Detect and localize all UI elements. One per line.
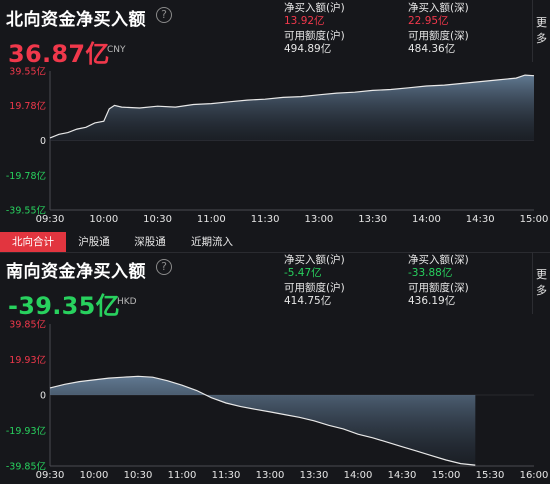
north-net-value: 36.87亿 xyxy=(8,40,110,68)
south-x-tick-label: 16:00 xyxy=(520,470,549,481)
north-sh-quota-label: 可用额度(沪) xyxy=(284,30,345,42)
south-x-tick-label: 10:30 xyxy=(124,470,153,481)
north-panel: 北向资金净买入额 ? 36.87亿 CNY 净买入额(沪) 13.92亿 净买入… xyxy=(0,0,550,232)
south-currency: HKD xyxy=(117,297,137,307)
north-series-line xyxy=(49,74,535,139)
south-y-tick-label: 39.85亿 xyxy=(9,319,46,331)
south-x-tick-label: 09:30 xyxy=(36,470,65,481)
north-sz-quota: 可用额度(深) 484.36亿 xyxy=(408,30,469,56)
south-more-button[interactable]: 更多 xyxy=(532,252,550,314)
south-sh-net: 净买入额(沪) -5.47亿 xyxy=(284,254,345,280)
tab-shanghai-connect[interactable]: 沪股通 xyxy=(78,236,110,248)
south-y-tick-label: -39.85亿 xyxy=(6,461,46,473)
north-sh-net-value: 13.92亿 xyxy=(284,15,325,27)
south-y-tick-label: -19.93亿 xyxy=(6,425,46,437)
north-x-tick-label: 13:30 xyxy=(358,214,387,225)
south-x-tick-label: 13:00 xyxy=(256,470,285,481)
north-y-tick-label: 19.78亿 xyxy=(9,100,46,112)
south-area-fill xyxy=(50,376,476,466)
south-sh-net-label: 净买入额(沪) xyxy=(284,254,345,266)
south-x-tick-label: 14:00 xyxy=(344,470,373,481)
south-series-line xyxy=(49,375,476,466)
north-sh-net: 净买入额(沪) 13.92亿 xyxy=(284,2,345,28)
north-sh-quota: 可用额度(沪) 494.89亿 xyxy=(284,30,345,56)
north-x-tick-label: 11:30 xyxy=(251,214,280,225)
south-y-tick-label: 19.93亿 xyxy=(9,354,46,366)
south-sz-net: 净买入额(深) -33.88亿 xyxy=(408,254,469,280)
question-circle-icon[interactable]: ? xyxy=(156,7,172,23)
north-y-tick-label: 0 xyxy=(40,136,46,147)
south-net-value: -39.35亿 xyxy=(8,292,120,320)
tab-north-total[interactable]: 北向合计 xyxy=(0,232,66,252)
south-sz-quota-label: 可用额度(深) xyxy=(408,282,469,294)
north-sz-net: 净买入额(深) 22.95亿 xyxy=(408,2,469,28)
south-sz-net-label: 净买入额(深) xyxy=(408,254,469,266)
north-currency: CNY xyxy=(107,45,126,55)
tab-shenzhen-connect[interactable]: 深股通 xyxy=(134,236,166,248)
north-title: 北向资金净买入额 xyxy=(6,10,146,30)
north-x-tick-label: 13:00 xyxy=(304,214,333,225)
north-area-fill xyxy=(50,75,534,141)
tab-bar: 北向合计 沪股通 深股通 近期流入 xyxy=(0,232,550,253)
north-x-tick-label: 09:30 xyxy=(36,214,65,225)
north-sh-quota-value: 494.89亿 xyxy=(284,43,332,55)
tab-recent-inflow[interactable]: 近期流入 xyxy=(191,236,233,248)
south-x-tick-label: 15:00 xyxy=(432,470,461,481)
north-more-label: 更多 xyxy=(536,16,547,45)
north-sz-net-label: 净买入额(深) xyxy=(408,2,469,14)
north-x-tick-label: 11:00 xyxy=(197,214,226,225)
south-title: 南向资金净买入额 xyxy=(6,262,146,282)
south-x-tick-label: 11:00 xyxy=(168,470,197,481)
north-x-tick-label: 15:00 xyxy=(520,214,549,225)
north-y-tick-label: -39.55亿 xyxy=(6,205,46,217)
north-sz-quota-value: 484.36亿 xyxy=(408,43,456,55)
south-more-label: 更多 xyxy=(536,268,547,297)
north-x-tick-label: 14:00 xyxy=(412,214,441,225)
south-x-tick-label: 10:00 xyxy=(80,470,109,481)
south-sz-net-value: -33.88亿 xyxy=(408,267,453,279)
north-sz-net-value: 22.95亿 xyxy=(408,15,449,27)
south-panel: 南向资金净买入额 ? -39.35亿 HKD 净买入额(沪) -5.47亿 净买… xyxy=(0,252,550,484)
south-sh-quota-label: 可用额度(沪) xyxy=(284,282,345,294)
south-sz-quota-value: 436.19亿 xyxy=(408,295,456,307)
north-y-tick-label: 39.55亿 xyxy=(9,66,46,78)
north-sz-quota-label: 可用额度(深) xyxy=(408,30,469,42)
south-x-tick-label: 13:30 xyxy=(300,470,329,481)
north-x-tick-label: 10:30 xyxy=(143,214,172,225)
south-sh-quota: 可用额度(沪) 414.75亿 xyxy=(284,282,345,308)
question-circle-icon[interactable]: ? xyxy=(156,259,172,275)
south-sh-quota-value: 414.75亿 xyxy=(284,295,332,307)
south-x-tick-label: 11:30 xyxy=(212,470,241,481)
south-y-tick-label: 0 xyxy=(40,391,46,402)
south-sz-quota: 可用额度(深) 436.19亿 xyxy=(408,282,469,308)
north-sh-net-label: 净买入额(沪) xyxy=(284,2,345,14)
south-x-tick-label: 14:30 xyxy=(388,470,417,481)
north-more-button[interactable]: 更多 xyxy=(532,0,550,62)
north-y-tick-label: -19.78亿 xyxy=(6,170,46,182)
north-x-tick-label: 14:30 xyxy=(466,214,495,225)
south-x-tick-label: 15:30 xyxy=(476,470,505,481)
south-sh-net-value: -5.47亿 xyxy=(284,267,322,279)
north-x-tick-label: 10:00 xyxy=(89,214,118,225)
